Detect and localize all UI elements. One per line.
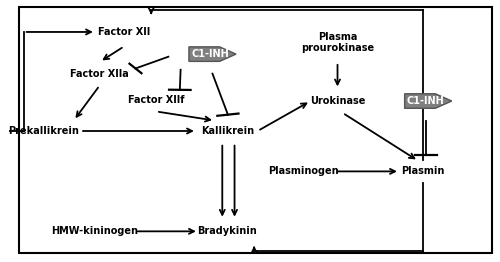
Text: Urokinase: Urokinase xyxy=(310,96,365,106)
Text: Kallikrein: Kallikrein xyxy=(200,126,254,136)
Text: Factor XIIf: Factor XIIf xyxy=(128,95,184,105)
Text: Bradykinin: Bradykinin xyxy=(198,226,257,236)
Polygon shape xyxy=(404,94,452,108)
Text: C1-INH: C1-INH xyxy=(191,49,229,59)
Text: Plasmin: Plasmin xyxy=(402,166,445,176)
Text: C1-INH: C1-INH xyxy=(407,96,445,106)
Text: Factor XII: Factor XII xyxy=(98,27,150,37)
Polygon shape xyxy=(189,47,236,61)
Text: Plasma
prourokinase: Plasma prourokinase xyxy=(301,32,374,53)
Text: HMW-kininogen: HMW-kininogen xyxy=(52,226,139,236)
Text: Factor XIIa: Factor XIIa xyxy=(70,69,129,79)
Text: Prekallikrein: Prekallikrein xyxy=(8,126,79,136)
Text: Plasminogen: Plasminogen xyxy=(268,166,338,176)
